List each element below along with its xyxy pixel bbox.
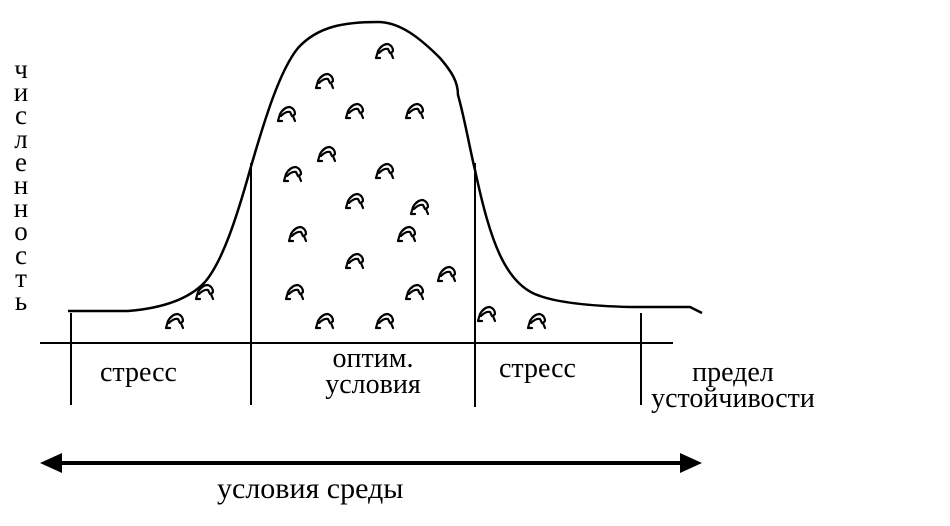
y-axis-letter: с <box>15 100 27 131</box>
animal-sketch-icon <box>344 102 365 120</box>
animal-sketch-icon <box>282 165 303 183</box>
animal-sketch-icon <box>284 283 305 301</box>
population-curve <box>68 20 703 315</box>
animal-sketch-icon <box>374 312 395 330</box>
y-axis-letter: ч <box>14 54 28 84</box>
animal-sketch-icon <box>374 42 395 60</box>
y-axis-letter: н <box>13 170 29 201</box>
tolerance-limit-label: предел устойчивости <box>644 357 822 414</box>
animal-sketch-icon <box>287 225 308 243</box>
animal-sketch-icon <box>404 283 425 301</box>
y-axis-letter: н <box>13 193 29 224</box>
y-axis-letter: с <box>15 239 27 270</box>
animal-sketch-icon <box>526 312 547 330</box>
y-axis-letter: и <box>13 77 29 108</box>
animal-sketch-icon <box>314 72 335 90</box>
organisms <box>164 42 547 330</box>
animal-sketch-icon <box>344 192 365 210</box>
y-axis-letter: о <box>14 216 28 247</box>
optimum-label-line1: оптим. <box>332 343 414 374</box>
y-axis-letter: е <box>15 146 27 177</box>
conditions-arrow-right-head <box>680 453 702 473</box>
animal-sketch-icon <box>344 252 365 270</box>
optimum-label: оптим. условия <box>318 343 428 400</box>
y-axis-letter: л <box>14 123 28 154</box>
tolerance-limit-line2: устойчивости <box>651 383 815 414</box>
x-axis-label: условия среды <box>217 472 404 505</box>
optimum-label-line2: условия <box>325 369 421 400</box>
animal-sketch-icon <box>409 198 430 216</box>
animal-sketch-icon <box>404 102 425 120</box>
tolerance-limit-line1: предел <box>692 357 774 388</box>
animal-sketch-icon <box>276 105 297 123</box>
animal-sketch-icon <box>374 162 395 180</box>
conditions-arrow-left-head <box>40 453 62 473</box>
animal-sketch-icon <box>476 305 497 323</box>
animal-sketch-icon <box>164 312 185 330</box>
y-axis-letter: ь <box>14 286 28 317</box>
stress-right-label: стресс <box>499 353 576 384</box>
stress-left-label: стресс <box>100 357 177 388</box>
y-axis-letter: т <box>15 262 27 293</box>
animal-sketch-icon <box>314 312 335 330</box>
animal-sketch-icon <box>316 145 337 163</box>
animal-sketch-icon <box>436 265 457 283</box>
animal-sketch-icon <box>396 225 417 243</box>
